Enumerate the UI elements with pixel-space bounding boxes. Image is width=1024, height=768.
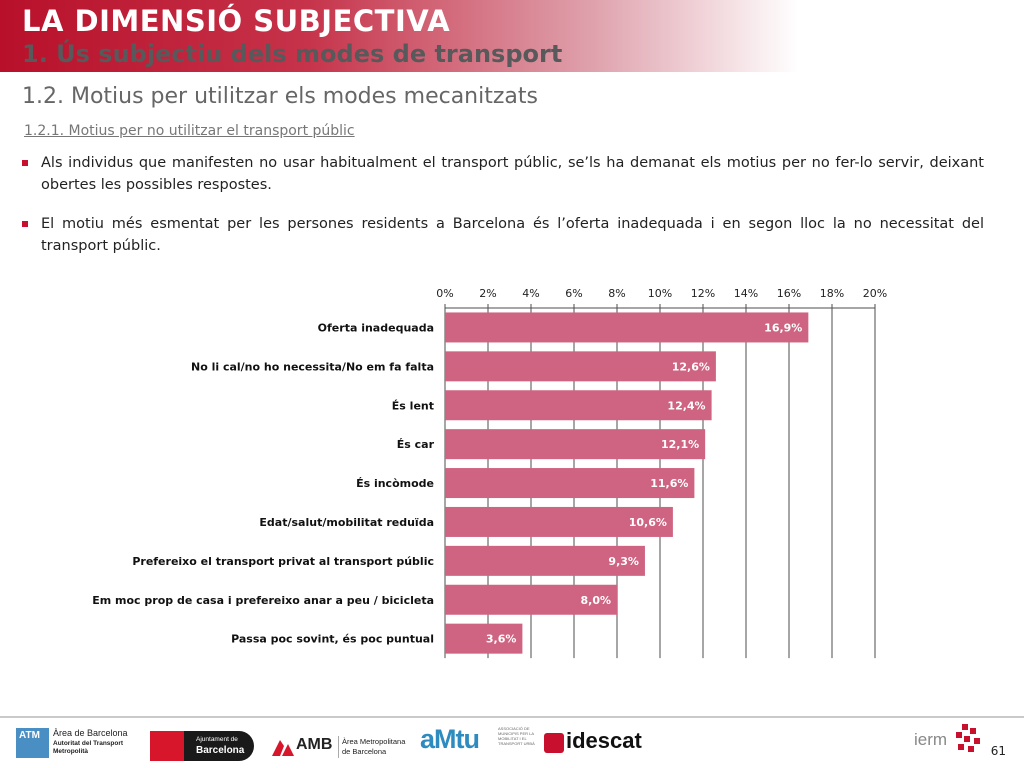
bar-value-label: 12,1% — [661, 438, 699, 451]
bullet-square-icon — [22, 221, 28, 227]
bar-value-label: 12,6% — [672, 360, 710, 373]
bullet-square-icon — [22, 160, 28, 166]
category-label: Prefereixo el transport privat al transp… — [132, 555, 434, 568]
bar-value-label: 12,4% — [667, 399, 705, 412]
x-tick-label: 4% — [522, 287, 539, 300]
bar — [445, 623, 523, 654]
category-label: Passa poc sovint, és poc puntual — [231, 633, 434, 646]
x-tick-label: 8% — [608, 287, 625, 300]
atm-logo: ATM Àrea de Barcelona Autoritat del Tran… — [16, 722, 128, 762]
category-label: És lent — [392, 399, 434, 412]
x-tick-label: 12% — [691, 287, 715, 300]
amtu-logo: aMtu ASSOCIACIÓ DE MUNICIPIS PER LA MOBI… — [420, 724, 535, 754]
idescat-logo: idescat — [544, 722, 648, 762]
footer-divider — [0, 716, 1024, 718]
category-label: Em moc prop de casa i prefereixo anar a … — [92, 594, 434, 607]
bullet-text: Als individus que manifesten no usar hab… — [41, 155, 984, 193]
bar-value-label: 9,3% — [608, 555, 639, 568]
slide-title: LA DIMENSIÓ SUBJECTIVA — [22, 4, 451, 38]
x-tick-label: 16% — [777, 287, 801, 300]
category-label: És car — [397, 438, 435, 451]
x-tick-label: 10% — [648, 287, 672, 300]
x-tick-label: 20% — [863, 287, 887, 300]
x-tick-label: 2% — [479, 287, 496, 300]
bar — [445, 429, 706, 460]
reasons-bar-chart: 0% 2% 4% 6% 8% 10% 12% 14% 16% 18% 20% 16,9% Oferta … — [92, 287, 887, 659]
x-tick-label: 18% — [820, 287, 844, 300]
bullet-item: El motiu més esmentat per les persones r… — [22, 213, 984, 257]
iermb-logo: ierm — [914, 722, 984, 762]
bar-value-label: 16,9% — [764, 321, 802, 334]
amb-mark-icon — [272, 740, 294, 756]
bar — [445, 506, 673, 537]
bar-value-label: 3,6% — [486, 633, 517, 646]
section-title: 1.2. Motius per utilitzar els modes meca… — [22, 84, 538, 109]
page-number: 61 — [990, 744, 1006, 758]
ajuntament-logo: Ajuntament de Barcelona — [150, 722, 254, 762]
iermb-pixel-mark-icon — [956, 724, 980, 752]
category-label: Oferta inadequada — [318, 321, 434, 334]
header-band — [0, 0, 1024, 72]
bar-value-label: 11,6% — [650, 477, 688, 490]
bar-value-label: 10,6% — [629, 516, 667, 529]
bullet-item: Als individus que manifesten no usar hab… — [22, 152, 984, 196]
x-tick-label: 14% — [734, 287, 758, 300]
category-label: És incòmode — [356, 477, 434, 490]
bar — [445, 584, 617, 615]
bar — [445, 545, 645, 576]
slide-subtitle: 1. Ús subjectiu dels modes de transport — [22, 40, 563, 68]
bar — [445, 351, 716, 382]
x-tick-label: 0% — [436, 287, 453, 300]
category-label: Edat/salut/mobilitat reduïda — [259, 516, 434, 529]
subsection-title: 1.2.1. Motius per no utilitzar el transp… — [24, 123, 355, 139]
bullet-text: El motiu més esmentat per les persones r… — [41, 216, 984, 254]
x-tick-label: 6% — [565, 287, 582, 300]
bar — [445, 468, 695, 499]
bar — [445, 312, 809, 343]
amb-logo: AMB Àrea Metropolitana de Barcelona — [272, 722, 405, 762]
bar — [445, 390, 712, 421]
bar-value-label: 8,0% — [580, 594, 611, 607]
category-label: No li cal/no ho necessita/No em fa falta — [191, 360, 434, 373]
